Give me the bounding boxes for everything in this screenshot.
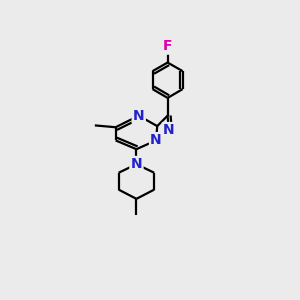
Text: N: N: [130, 157, 142, 171]
Text: F: F: [163, 39, 172, 53]
Text: N: N: [133, 109, 145, 123]
Text: N: N: [163, 123, 175, 137]
Text: N: N: [150, 134, 162, 147]
